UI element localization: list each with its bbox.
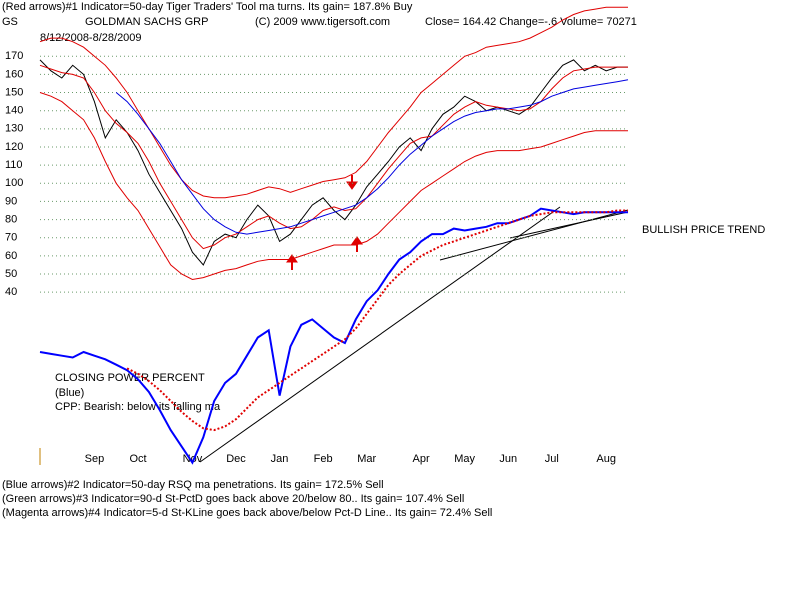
series-line <box>115 79 629 235</box>
footer-line: (Green arrows)#3 Indicator=90-d St-PctD … <box>2 493 464 505</box>
x-tick-label: Feb <box>314 453 333 465</box>
y-tick-label: 50 <box>5 268 17 280</box>
symbol: GS <box>2 16 18 28</box>
trend-line <box>439 209 629 261</box>
y-tick-label: 40 <box>5 286 17 298</box>
footer-line: (Magenta arrows)#4 Indicator=5-d St-KLin… <box>2 507 492 519</box>
x-tick-label: Jan <box>271 453 289 465</box>
x-tick-label: Oct <box>129 453 146 465</box>
trend-line <box>199 206 561 463</box>
y-tick-label: 170 <box>5 50 23 62</box>
y-tick-label: 150 <box>5 86 23 98</box>
y-tick-label: 130 <box>5 123 23 135</box>
chart-title: (Red arrows)#1 Indicator=50-day Tiger Tr… <box>2 1 413 13</box>
date-range: 8/12/2008-8/28/2009 <box>40 32 142 44</box>
x-tick-label: Dec <box>226 453 246 465</box>
y-tick-label: 140 <box>5 105 23 117</box>
x-tick-label: Aug <box>596 453 616 465</box>
quote: Close= 164.42 Change=-.6 Volume= 70271 <box>425 16 637 28</box>
x-tick-label: Jul <box>545 453 559 465</box>
y-tick-label: 70 <box>5 232 17 244</box>
y-tick-label: 90 <box>5 195 17 207</box>
y-tick-label: 100 <box>5 177 23 189</box>
y-tick-label: 120 <box>5 141 23 153</box>
series-line <box>39 64 628 250</box>
copyright: (C) 2009 www.tigersoft.com <box>255 16 390 28</box>
x-tick-label: May <box>454 453 475 465</box>
x-tick-label: Apr <box>413 453 430 465</box>
x-tick-label: Sep <box>85 453 105 465</box>
annotation: (Blue) <box>55 387 84 399</box>
y-tick-label: 80 <box>5 213 17 225</box>
trend-line <box>509 211 629 239</box>
annotation: CLOSING POWER PERCENT <box>55 372 205 384</box>
chart-subtitle: GOLDMAN SACHS GRP <box>85 16 208 28</box>
x-tick-label: Mar <box>357 453 376 465</box>
footer-line: (Blue arrows)#2 Indicator=50-day RSQ ma … <box>2 479 384 491</box>
annotation: CPP: Bearish: below its falling ma <box>55 401 221 413</box>
y-tick-label: 110 <box>5 159 23 171</box>
series-line <box>39 92 628 281</box>
series-line <box>39 207 628 465</box>
x-tick-label: Jun <box>499 453 517 465</box>
y-tick-label: 60 <box>5 250 17 262</box>
annotation: BULLISH PRICE TREND <box>642 224 765 236</box>
series-line <box>39 6 628 199</box>
series-line <box>39 59 628 266</box>
series-line <box>126 209 628 432</box>
y-tick-label: 160 <box>5 68 23 80</box>
